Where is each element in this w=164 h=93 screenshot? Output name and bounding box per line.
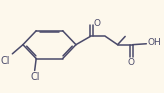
Text: Cl: Cl	[0, 56, 10, 66]
Text: OH: OH	[147, 38, 161, 47]
Text: O: O	[94, 19, 101, 28]
Text: Cl: Cl	[31, 72, 40, 82]
Text: O: O	[128, 58, 135, 67]
